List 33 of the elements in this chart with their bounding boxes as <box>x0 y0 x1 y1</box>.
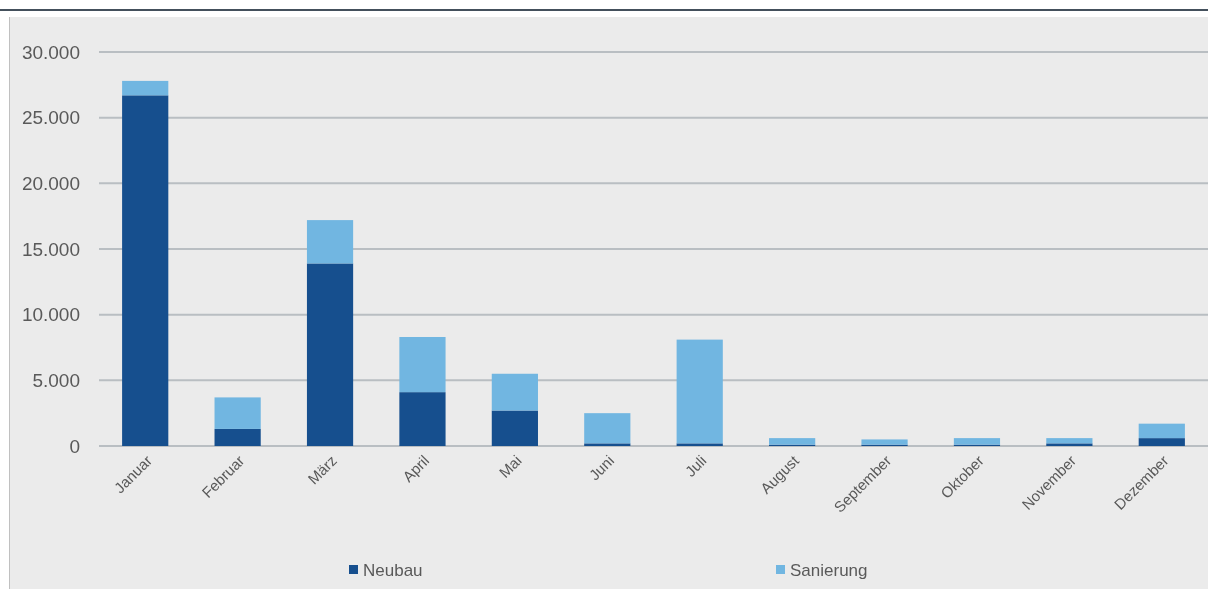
bar <box>399 336 446 393</box>
bar <box>306 263 354 446</box>
x-tick-label: Juni <box>585 451 618 484</box>
x-tick-label: Mai <box>495 451 525 481</box>
bar <box>122 80 169 96</box>
y-tick-label: 25.000 <box>21 107 80 129</box>
y-tick-label: 15.000 <box>21 238 80 260</box>
bar <box>1138 423 1185 439</box>
bar <box>122 95 169 446</box>
bar <box>769 438 816 445</box>
y-tick-label: 10.000 <box>21 304 80 326</box>
y-tick-label: 20.000 <box>21 172 80 194</box>
bar <box>676 443 723 446</box>
legend-label: Sanierung <box>790 560 868 580</box>
bar <box>1138 438 1185 446</box>
bar <box>306 220 354 264</box>
bar <box>584 443 631 446</box>
y-tick-label: 5.000 <box>32 369 80 391</box>
bar <box>491 373 538 411</box>
bar <box>491 410 538 446</box>
legend-label: Neubau <box>363 560 423 580</box>
bar <box>214 397 261 429</box>
bar <box>676 339 723 444</box>
bar <box>861 439 908 445</box>
bar <box>953 438 1001 445</box>
bar <box>1046 443 1093 446</box>
bar <box>399 392 446 446</box>
bar <box>584 413 631 444</box>
bar <box>214 428 261 446</box>
x-tick-label: Juli <box>681 451 710 480</box>
y-tick-label: 0 <box>69 435 80 457</box>
bar <box>1046 438 1093 444</box>
y-tick-label: 30.000 <box>21 41 80 63</box>
